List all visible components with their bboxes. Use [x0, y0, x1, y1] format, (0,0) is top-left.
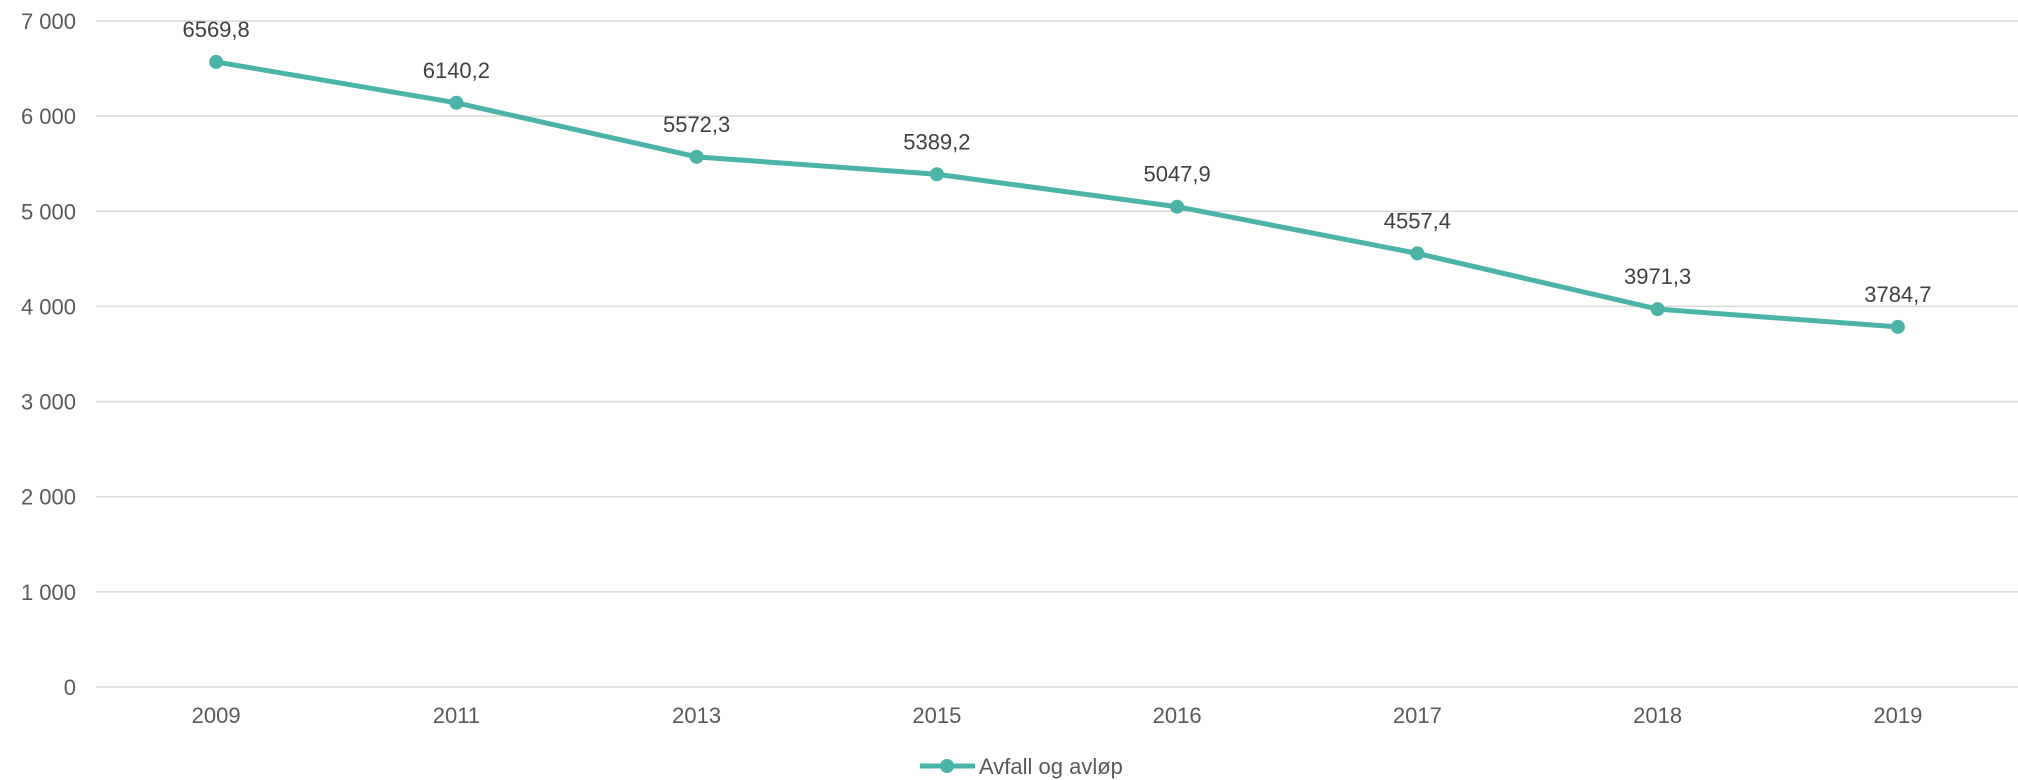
y-tick-label: 3 000 [21, 390, 76, 415]
y-tick-label: 2 000 [21, 485, 76, 510]
y-tick-label: 1 000 [21, 580, 76, 605]
x-tick-label: 2015 [912, 703, 961, 728]
x-axis-ticks: 2009 2011 2013 2015 2016 2017 2018 2019 [192, 703, 1923, 728]
data-point[interactable] [1170, 199, 1185, 214]
y-tick-label: 6 000 [21, 104, 76, 129]
x-tick-label: 2017 [1393, 703, 1442, 728]
y-tick-label: 7 000 [21, 9, 76, 34]
y-axis-ticks: 0 1 000 2 000 3 000 4 000 5 000 6 000 7 000 [21, 9, 76, 700]
data-point[interactable] [929, 167, 944, 182]
x-tick-label: 2016 [1153, 703, 1202, 728]
gridlines [96, 20, 2018, 688]
x-tick-label: 2011 [433, 703, 480, 728]
y-tick-label: 4 000 [21, 294, 76, 319]
data-labels: 6569,8 6140,2 5572,3 5389,2 5047,9 4557,4 3971… [182, 17, 1931, 307]
data-label: 6140,2 [423, 58, 490, 83]
data-point[interactable] [689, 149, 704, 164]
data-point[interactable] [1410, 246, 1425, 261]
x-tick-label: 2009 [192, 703, 241, 728]
data-point[interactable] [209, 54, 224, 69]
data-label: 4557,4 [1384, 208, 1451, 233]
series-line [213, 59, 1901, 330]
legend-label: Avfall og avløp [979, 754, 1123, 779]
series-layer [209, 54, 1905, 334]
legend[interactable]: Avfall og avløp [920, 754, 1123, 779]
x-tick-label: 2019 [1873, 703, 1922, 728]
x-tick-label: 2013 [672, 703, 721, 728]
data-point[interactable] [1890, 319, 1905, 334]
data-label: 5389,2 [903, 129, 970, 154]
data-label: 5572,3 [663, 112, 730, 137]
data-label: 3971,3 [1624, 264, 1691, 289]
x-tick-label: 2018 [1633, 703, 1682, 728]
y-tick-label: 0 [64, 675, 76, 700]
data-point[interactable] [1650, 302, 1665, 317]
legend-dot-marker [940, 759, 954, 773]
data-point[interactable] [449, 95, 464, 110]
data-label: 3784,7 [1864, 282, 1931, 307]
data-label: 5047,9 [1143, 162, 1210, 187]
data-label: 6569,8 [182, 17, 249, 42]
y-tick-label: 5 000 [21, 199, 76, 224]
